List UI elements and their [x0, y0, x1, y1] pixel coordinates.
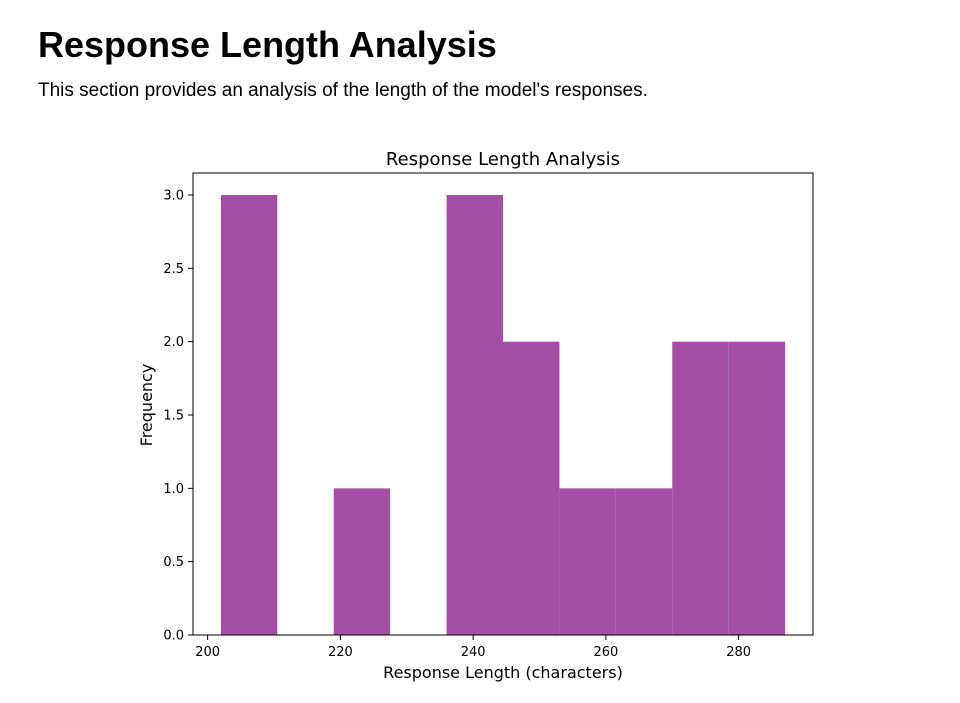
- x-axis: 200 220 240 260 280: [195, 635, 751, 660]
- x-axis-label: Response Length (characters): [383, 663, 623, 682]
- y-tick-label-3: 1.5: [163, 409, 184, 424]
- histogram-bar-2: [333, 488, 391, 635]
- histogram-bar-7: [615, 488, 673, 635]
- page-description: This section provides an analysis of the…: [38, 80, 648, 101]
- y-axis: 0.0 0.5 1.0 1.5 2.0 2.5 3.0: [163, 189, 193, 644]
- y-tick-label-5: 2.5: [163, 262, 184, 277]
- x-tick-label-2: 240: [461, 645, 486, 660]
- y-tick-label-6: 3.0: [163, 189, 184, 204]
- x-tick-label-0: 200: [195, 645, 220, 660]
- plot-frame: [192, 172, 814, 636]
- y-tick-label-0: 0.0: [163, 629, 184, 644]
- y-tick-label-4: 2.0: [163, 335, 184, 350]
- chart-title: Response Length Analysis: [386, 149, 620, 170]
- histogram-bar-9: [728, 341, 786, 635]
- x-tick-label-1: 220: [328, 645, 353, 660]
- y-axis-label: Frequency: [137, 364, 156, 447]
- histogram-bar-0: [220, 195, 278, 635]
- histogram-bar-8: [672, 341, 729, 635]
- page-title: Response Length Analysis: [38, 24, 497, 65]
- histogram-bar-4: [446, 195, 503, 635]
- y-tick-label-2: 1.0: [163, 482, 184, 497]
- x-tick-label-3: 260: [593, 645, 618, 660]
- y-tick-label-1: 0.5: [163, 555, 184, 570]
- bars-group: [220, 195, 786, 635]
- x-tick-label-4: 280: [726, 645, 751, 660]
- histogram-bar-6: [559, 488, 616, 635]
- histogram-bar-5: [503, 341, 560, 635]
